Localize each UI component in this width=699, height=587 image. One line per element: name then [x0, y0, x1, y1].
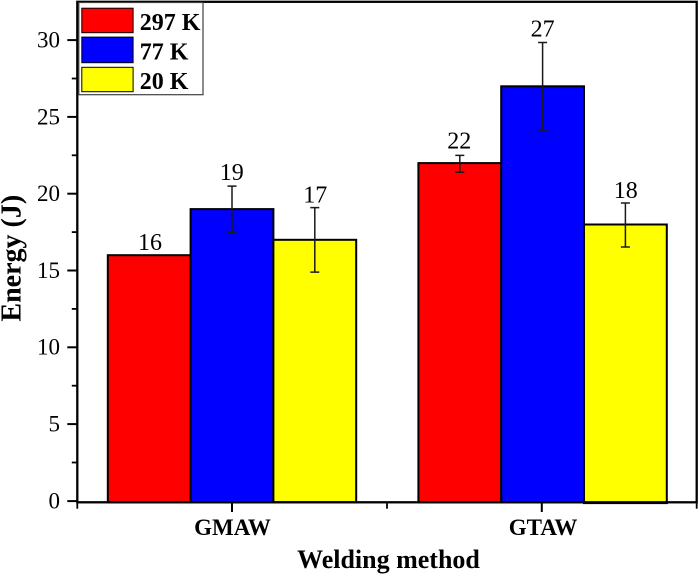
- svg-text:77 K: 77 K: [140, 39, 189, 65]
- svg-text:10: 10: [37, 335, 60, 360]
- svg-text:GMAW: GMAW: [194, 515, 271, 540]
- svg-text:19: 19: [220, 160, 244, 186]
- svg-text:5: 5: [49, 412, 61, 437]
- svg-text:297 K: 297 K: [140, 10, 201, 36]
- svg-text:0: 0: [49, 489, 61, 514]
- svg-text:15: 15: [37, 258, 60, 283]
- svg-text:27: 27: [531, 17, 555, 43]
- svg-text:22: 22: [447, 128, 471, 154]
- svg-text:Energy (J): Energy (J): [0, 195, 28, 322]
- svg-text:25: 25: [37, 104, 60, 129]
- svg-text:GTAW: GTAW: [509, 515, 578, 540]
- svg-text:20 K: 20 K: [140, 69, 189, 95]
- svg-text:16: 16: [138, 230, 162, 256]
- svg-text:30: 30: [37, 28, 60, 53]
- svg-text:Welding method: Welding method: [297, 545, 480, 574]
- svg-text:18: 18: [614, 178, 638, 204]
- svg-text:20: 20: [37, 181, 60, 206]
- svg-text:17: 17: [303, 182, 327, 208]
